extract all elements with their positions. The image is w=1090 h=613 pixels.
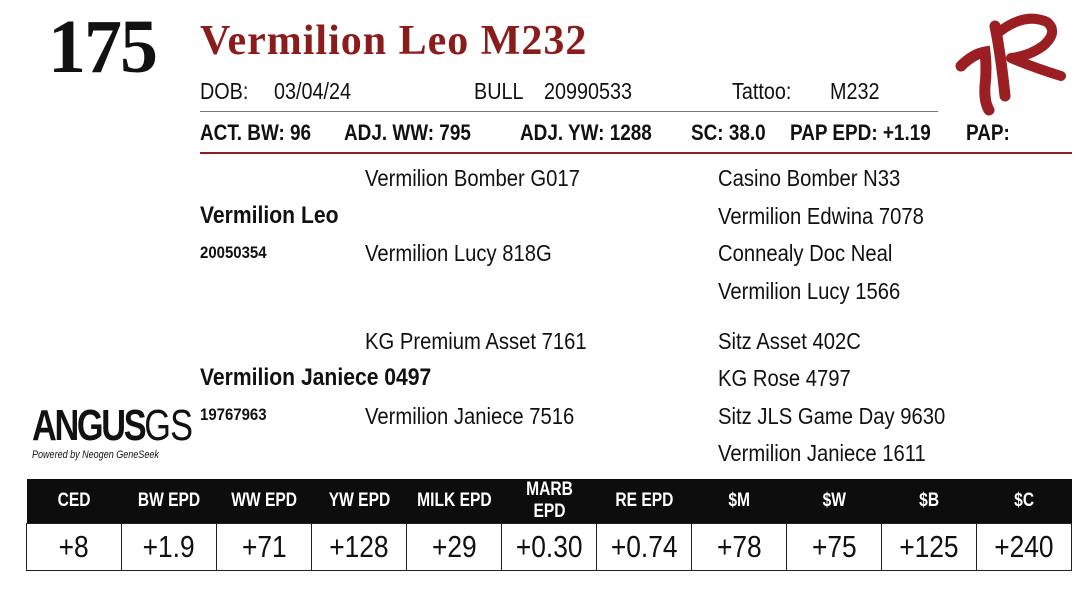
pedigree-dam-registration: 19767963 xyxy=(200,405,267,424)
scrotal-circumference: SC: 38.0 xyxy=(691,120,766,145)
animal-name: Vermilion Leo M232 xyxy=(200,18,588,64)
logo-suffix-text: GS xyxy=(144,401,193,450)
epd-value-row: +8 +1.9 +71 +128 +29 +0.30 +0.74 +78 +75… xyxy=(26,523,1072,571)
adjusted-yearling-weight: ADJ. YW: 1288 xyxy=(520,120,652,145)
actual-birth-weight: ACT. BW: 96 xyxy=(200,120,312,145)
pedigree-dam-dam-sire: Sitz JLS Game Day 9630 xyxy=(718,403,946,429)
pedigree-sire-sire-dam: Vermilion Edwina 7078 xyxy=(718,203,924,229)
pedigree-dam-sire-dam: KG Rose 4797 xyxy=(718,365,851,391)
epd-header: MARB EPD xyxy=(501,479,597,524)
epd-header: MILK EPD xyxy=(406,479,502,524)
lot-number: 175 xyxy=(48,5,158,89)
logo-main-text: ANGUS xyxy=(32,401,147,450)
pap: PAP: xyxy=(966,120,1010,145)
epd-header: $B xyxy=(881,479,977,524)
logo-tagline: Powered by Neogen GeneSeek xyxy=(32,449,159,461)
divider xyxy=(200,152,1072,154)
pedigree-sire-registration: 20050354 xyxy=(200,243,267,262)
tattoo-label: Tattoo: xyxy=(732,78,792,104)
divider xyxy=(200,111,938,112)
epd-value: +0.30 xyxy=(501,523,597,571)
pap-epd: PAP EPD: +1.19 xyxy=(790,120,931,145)
epd-value: +78 xyxy=(691,523,787,571)
dob-label: DOB: xyxy=(200,78,249,104)
pedigree-dam-dam-dam: Vermilion Janiece 1611 xyxy=(718,440,926,466)
epd-value: +8 xyxy=(26,523,122,571)
pedigree-sire-dam-sire: Connealy Doc Neal xyxy=(718,240,893,266)
epd-value: +128 xyxy=(311,523,407,571)
pedigree-sire-dam: Vermilion Lucy 818G xyxy=(365,240,552,266)
epd-header: $M xyxy=(691,479,787,524)
pedigree-dam-sire: KG Premium Asset 7161 xyxy=(365,328,587,354)
adjusted-weaning-weight: ADJ. WW: 795 xyxy=(344,120,471,145)
epd-header: $C xyxy=(976,479,1072,524)
dob-value: 03/04/24 xyxy=(274,78,351,104)
registration-number: 20990533 xyxy=(544,78,633,104)
pedigree-dam-dam: Vermilion Janiece 7516 xyxy=(365,403,575,429)
vr-brand-logo xyxy=(955,6,1073,118)
epd-header: CED xyxy=(26,479,122,524)
pedigree-sire-sire-sire: Casino Bomber N33 xyxy=(718,165,901,191)
epd-header: $W xyxy=(786,479,882,524)
sex-label: BULL xyxy=(474,78,524,104)
pedigree-sire-dam-dam: Vermilion Lucy 1566 xyxy=(718,278,901,304)
epd-value: +125 xyxy=(881,523,977,571)
epd-value: +71 xyxy=(216,523,312,571)
epd-header-row: CED BW EPD WW EPD YW EPD MILK EPD MARB E… xyxy=(26,479,1072,524)
epd-value: +29 xyxy=(406,523,502,571)
epd-header: WW EPD xyxy=(216,479,312,524)
angus-gs-logo: ANGUSGS Powered by Neogen GeneSeek xyxy=(32,402,193,468)
epd-table: CED BW EPD WW EPD YW EPD MILK EPD MARB E… xyxy=(26,479,1072,571)
epd-value: +240 xyxy=(976,523,1072,571)
epd-header: BW EPD xyxy=(121,479,217,524)
pedigree-dam-name: Vermilion Janiece 0497 xyxy=(200,364,432,391)
tattoo-value: M232 xyxy=(830,78,880,104)
epd-header: RE EPD xyxy=(596,479,692,524)
epd-value: +75 xyxy=(786,523,882,571)
epd-header: YW EPD xyxy=(311,479,407,524)
pedigree-sire-sire: Vermilion Bomber G017 xyxy=(365,165,580,191)
logo-wordmark: ANGUSGS xyxy=(32,401,193,450)
pedigree-sire-name: Vermilion Leo xyxy=(200,202,339,229)
epd-value: +0.74 xyxy=(596,523,692,571)
epd-value: +1.9 xyxy=(121,523,217,571)
pedigree-dam-sire-sire: Sitz Asset 402C xyxy=(718,328,861,354)
